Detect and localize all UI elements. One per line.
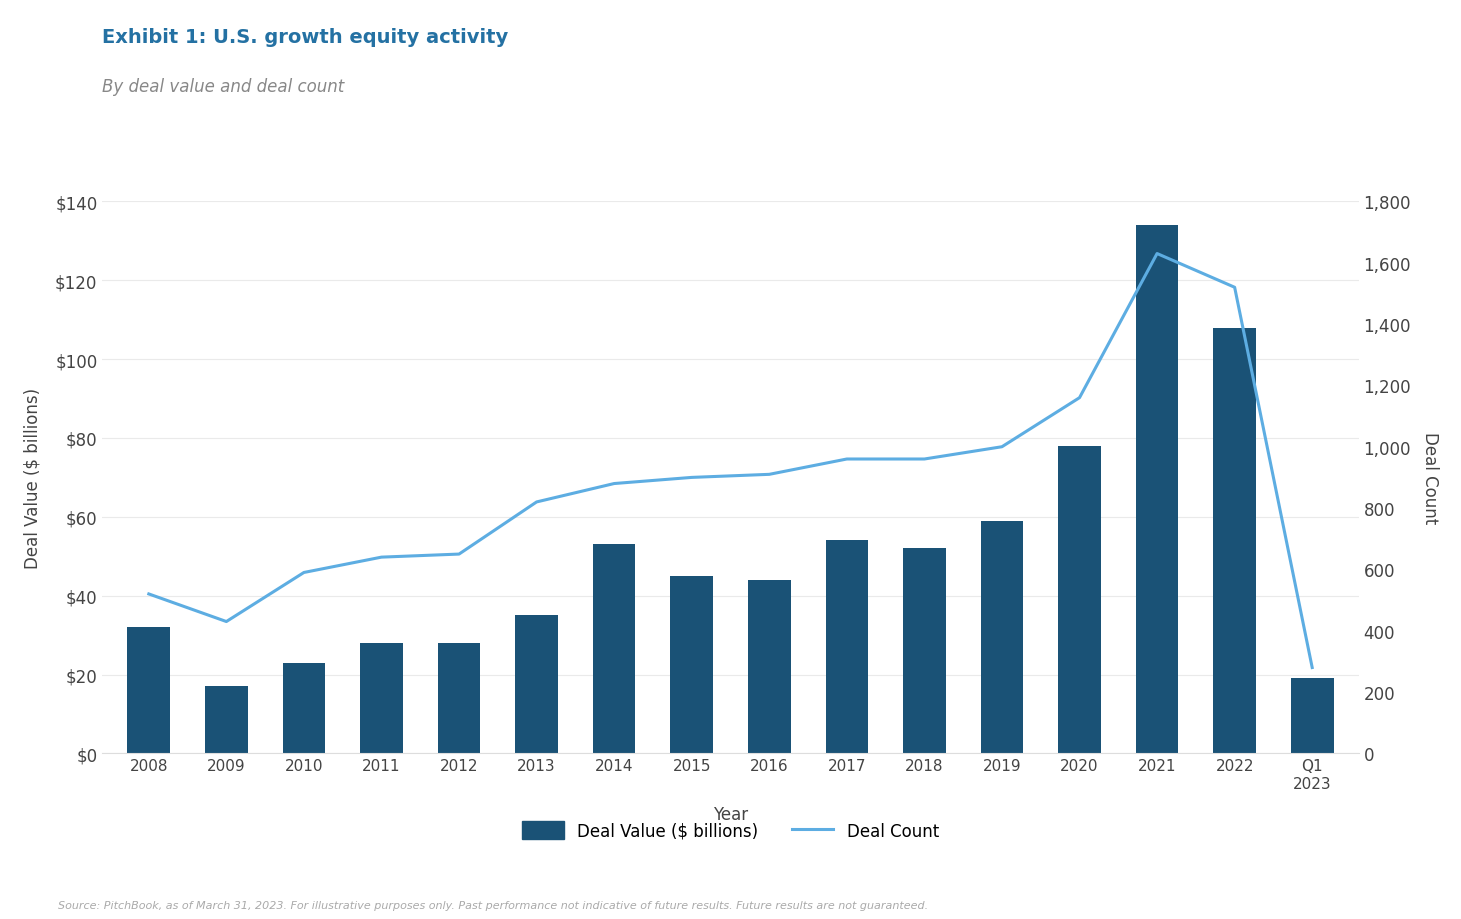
Bar bbox=[671, 576, 713, 754]
Text: Source: PitchBook, as of March 31, 2023. For illustrative purposes only. Past pe: Source: PitchBook, as of March 31, 2023.… bbox=[58, 900, 929, 910]
Y-axis label: Deal Value ($ billions): Deal Value ($ billions) bbox=[23, 388, 41, 568]
Bar bbox=[282, 663, 326, 754]
Y-axis label: Deal Count: Deal Count bbox=[1422, 432, 1439, 524]
Bar bbox=[127, 628, 169, 754]
Bar bbox=[361, 643, 403, 754]
Bar bbox=[1292, 679, 1334, 754]
Bar bbox=[825, 541, 868, 754]
Bar bbox=[593, 545, 636, 754]
X-axis label: Year: Year bbox=[713, 805, 748, 823]
Text: Exhibit 1: U.S. growth equity activity: Exhibit 1: U.S. growth equity activity bbox=[102, 28, 508, 47]
Bar bbox=[980, 521, 1023, 754]
Bar bbox=[1135, 226, 1179, 754]
Bar bbox=[438, 643, 481, 754]
Bar bbox=[1213, 328, 1256, 754]
Bar bbox=[516, 616, 558, 754]
Bar bbox=[748, 580, 790, 754]
Bar bbox=[205, 686, 248, 754]
Text: By deal value and deal count: By deal value and deal count bbox=[102, 78, 345, 96]
Legend: Deal Value ($ billions), Deal Count: Deal Value ($ billions), Deal Count bbox=[516, 815, 945, 846]
Bar bbox=[1058, 447, 1100, 754]
Bar bbox=[903, 549, 945, 754]
